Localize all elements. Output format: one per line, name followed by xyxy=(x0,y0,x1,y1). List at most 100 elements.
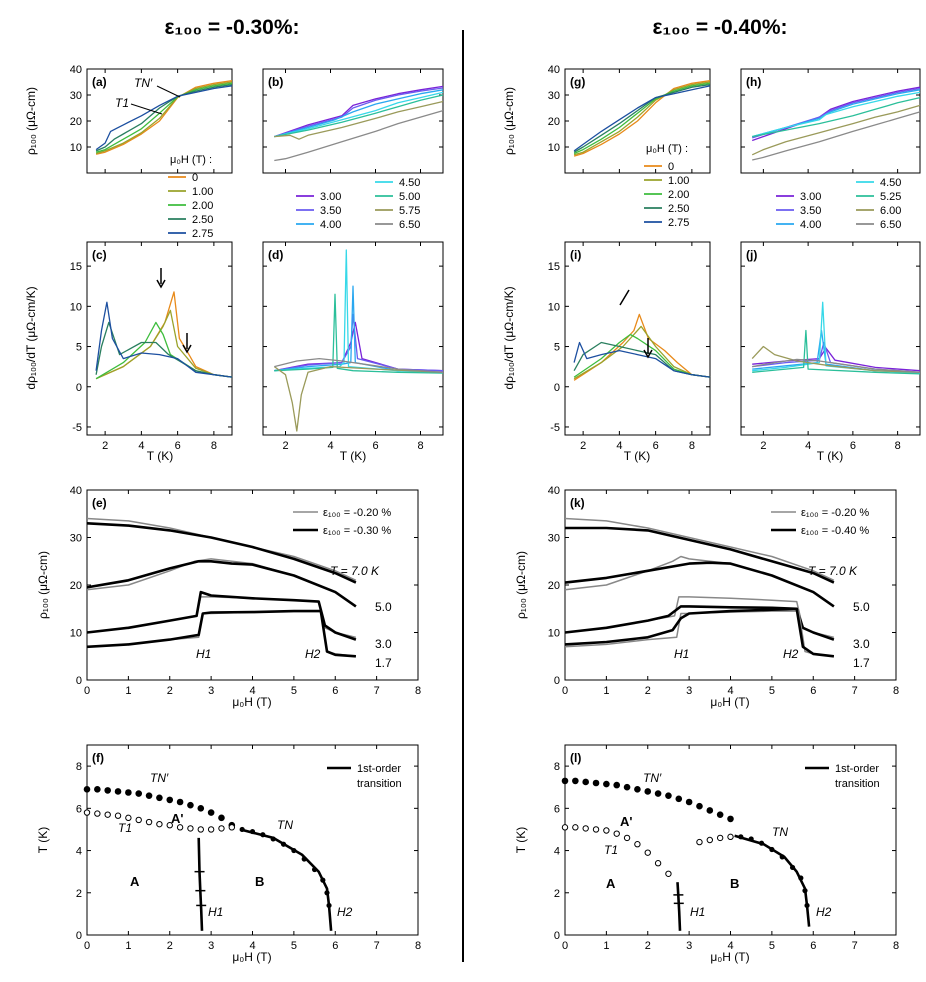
series-k-4 xyxy=(564,596,835,639)
y-tick-label-a: 10 xyxy=(70,142,82,154)
annotation-H2-k: H2 xyxy=(783,647,799,661)
legend-h-label: 6.00 xyxy=(880,205,901,217)
y-tick-label-l: 0 xyxy=(554,930,560,942)
y-tick-label-c: 5 xyxy=(76,342,82,354)
series-e-0 xyxy=(86,517,357,581)
x-tick-label-e: 5 xyxy=(291,685,297,697)
annotation-H1-k: H1 xyxy=(674,647,689,661)
legend-b-label: 4.50 xyxy=(399,177,420,189)
T1-point-l xyxy=(716,834,724,842)
y-tick-label-a: 20 xyxy=(70,116,82,128)
arrow-T1-a xyxy=(130,103,163,115)
x-tick-label-i: 6 xyxy=(653,440,659,452)
x-tick-label-e: 2 xyxy=(167,685,173,697)
series-c-3 xyxy=(95,321,233,378)
x-tick-label-f: 8 xyxy=(415,940,421,952)
x-tick-label-l: 1 xyxy=(603,940,609,952)
T1-point-f xyxy=(83,809,91,816)
TN-point-l xyxy=(748,836,754,842)
T1-point-f xyxy=(104,811,111,818)
TN-prime-point-l xyxy=(685,798,693,806)
panel-frame-c xyxy=(86,241,233,436)
annotation-T70-e: T = 7.0 K xyxy=(330,564,380,578)
x-tick-label-l: 3 xyxy=(686,940,692,952)
x-tick-label-l: 5 xyxy=(769,940,775,952)
x-tick-label-c: 2 xyxy=(102,440,108,452)
TN-point-f xyxy=(301,856,307,862)
legend-title-g: μ₀H (T) : xyxy=(646,143,688,155)
series-a-3 xyxy=(95,83,233,152)
annotation-H1-e: H1 xyxy=(196,647,211,661)
TN-point-f xyxy=(324,890,330,896)
legend-h-label: 4.50 xyxy=(880,177,901,189)
y-axis-label-k: ρ₁₀₀ (μΩ-cm) xyxy=(514,551,528,619)
x-axis-label-i: T (K) xyxy=(624,449,650,463)
panel-label-g: (g) xyxy=(570,75,585,89)
y-tick-label-f: 4 xyxy=(76,846,82,858)
annotation-T1-f: T1 xyxy=(118,821,132,835)
x-tick-label-k: 7 xyxy=(852,685,858,697)
legend-g-label: 2.50 xyxy=(668,203,689,215)
annotation-T1-a: T1 xyxy=(115,96,129,110)
TN-prime-point-l xyxy=(603,780,610,788)
x-tick-label-k: 3 xyxy=(686,685,692,697)
region-Ap-l: A' xyxy=(620,814,632,829)
annotation-T30-k: 3.0 xyxy=(853,637,870,651)
legend-g-label: 1.00 xyxy=(668,175,689,187)
y-axis-label-l: T (K) xyxy=(514,827,528,853)
y-tick-label-k: 10 xyxy=(548,628,560,640)
TN-prime-point-f xyxy=(187,801,194,809)
legend-h-label: 3.00 xyxy=(800,191,821,203)
y-tick-label-i: 10 xyxy=(548,301,560,313)
x-axis-label-l: μ₀H (T) xyxy=(710,950,749,964)
annotation-H2-f: H2 xyxy=(337,905,353,919)
y-axis-label-i: dρ₁₀₀/dT (μΩ-cm/K) xyxy=(502,286,516,389)
y-tick-label-e: 0 xyxy=(76,675,82,687)
x-axis-label-j: T (K) xyxy=(817,449,843,463)
legend-f-label: transition xyxy=(357,778,402,790)
legend-b-label: 6.50 xyxy=(399,219,420,231)
series-a-0 xyxy=(95,80,233,155)
T1-point-l xyxy=(623,834,631,842)
T1-point-l xyxy=(727,833,734,841)
y-tick-label-a: 40 xyxy=(70,64,82,76)
panel-label-j: (j) xyxy=(746,248,757,262)
TN-point-f xyxy=(326,902,332,909)
y-tick-label-g: 40 xyxy=(548,64,560,76)
legend-f-label: 1st-order xyxy=(357,763,401,775)
series-b-6 xyxy=(274,109,444,162)
y-tick-label-l: 6 xyxy=(554,803,560,815)
series-i-4 xyxy=(573,341,711,378)
series-i-3 xyxy=(573,341,711,378)
x-tick-label-c: 6 xyxy=(175,440,181,452)
legend-a-label: 2.75 xyxy=(192,228,213,240)
x-tick-label-d: 2 xyxy=(282,440,288,452)
series-k-0 xyxy=(564,517,835,581)
x-tick-label-f: 0 xyxy=(84,940,90,952)
annotation-H1-l: H1 xyxy=(690,905,705,919)
x-axis-label-e: μ₀H (T) xyxy=(232,695,271,709)
y-axis-label-c: dρ₁₀₀/dT (μΩ-cm/K) xyxy=(24,286,38,389)
series-k-5 xyxy=(564,605,835,641)
x-tick-label-j: 2 xyxy=(760,440,766,452)
y-tick-label-l: 2 xyxy=(554,888,560,900)
region-A-f: A xyxy=(130,874,140,889)
y-tick-label-i: 15 xyxy=(548,261,560,273)
H1-boundary-l xyxy=(676,882,682,931)
series-a-1 xyxy=(95,81,233,155)
series-k-3 xyxy=(564,561,835,608)
y-tick-label-f: 6 xyxy=(76,803,82,815)
y-tick-label-a: 30 xyxy=(70,90,82,102)
series-b-0 xyxy=(274,85,444,138)
TN-prime-point-l xyxy=(716,811,724,818)
H1-boundary-f xyxy=(197,837,204,931)
T1-point-l xyxy=(613,830,620,837)
x-axis-label-f: μ₀H (T) xyxy=(232,950,271,964)
TN-prime-point-l xyxy=(706,807,714,814)
panel-frame-d xyxy=(262,241,444,436)
x-tick-label-l: 6 xyxy=(810,940,816,952)
TN-prime-point-f xyxy=(125,789,132,796)
y-tick-label-e: 20 xyxy=(70,580,82,592)
series-j-4 xyxy=(752,329,921,375)
annotation-TN-l: TN xyxy=(772,825,788,839)
